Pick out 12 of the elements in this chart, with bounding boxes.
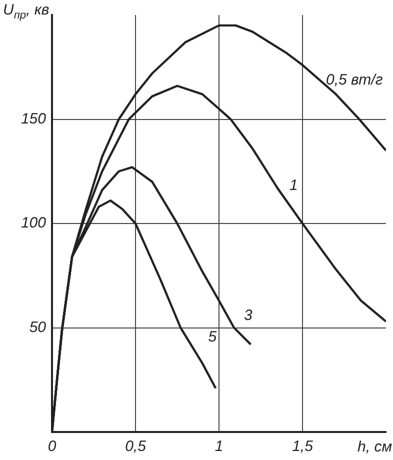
- y-tick-label: 50: [29, 318, 47, 336]
- series-label: 1: [289, 177, 298, 194]
- x-axis-title: h, см: [358, 438, 392, 456]
- x-tick-label: 0: [48, 438, 57, 456]
- x-tick-label: 1,5: [292, 438, 314, 456]
- series-label: 5: [208, 328, 218, 346]
- y-tick-label: 100: [20, 214, 47, 232]
- series-label: 3: [244, 306, 254, 324]
- y-tick-label: 150: [20, 110, 47, 128]
- x-tick-label: 0,5: [125, 438, 147, 456]
- x-tick-label: 1: [214, 438, 224, 456]
- series-label: 0,5 вт/г: [326, 72, 384, 89]
